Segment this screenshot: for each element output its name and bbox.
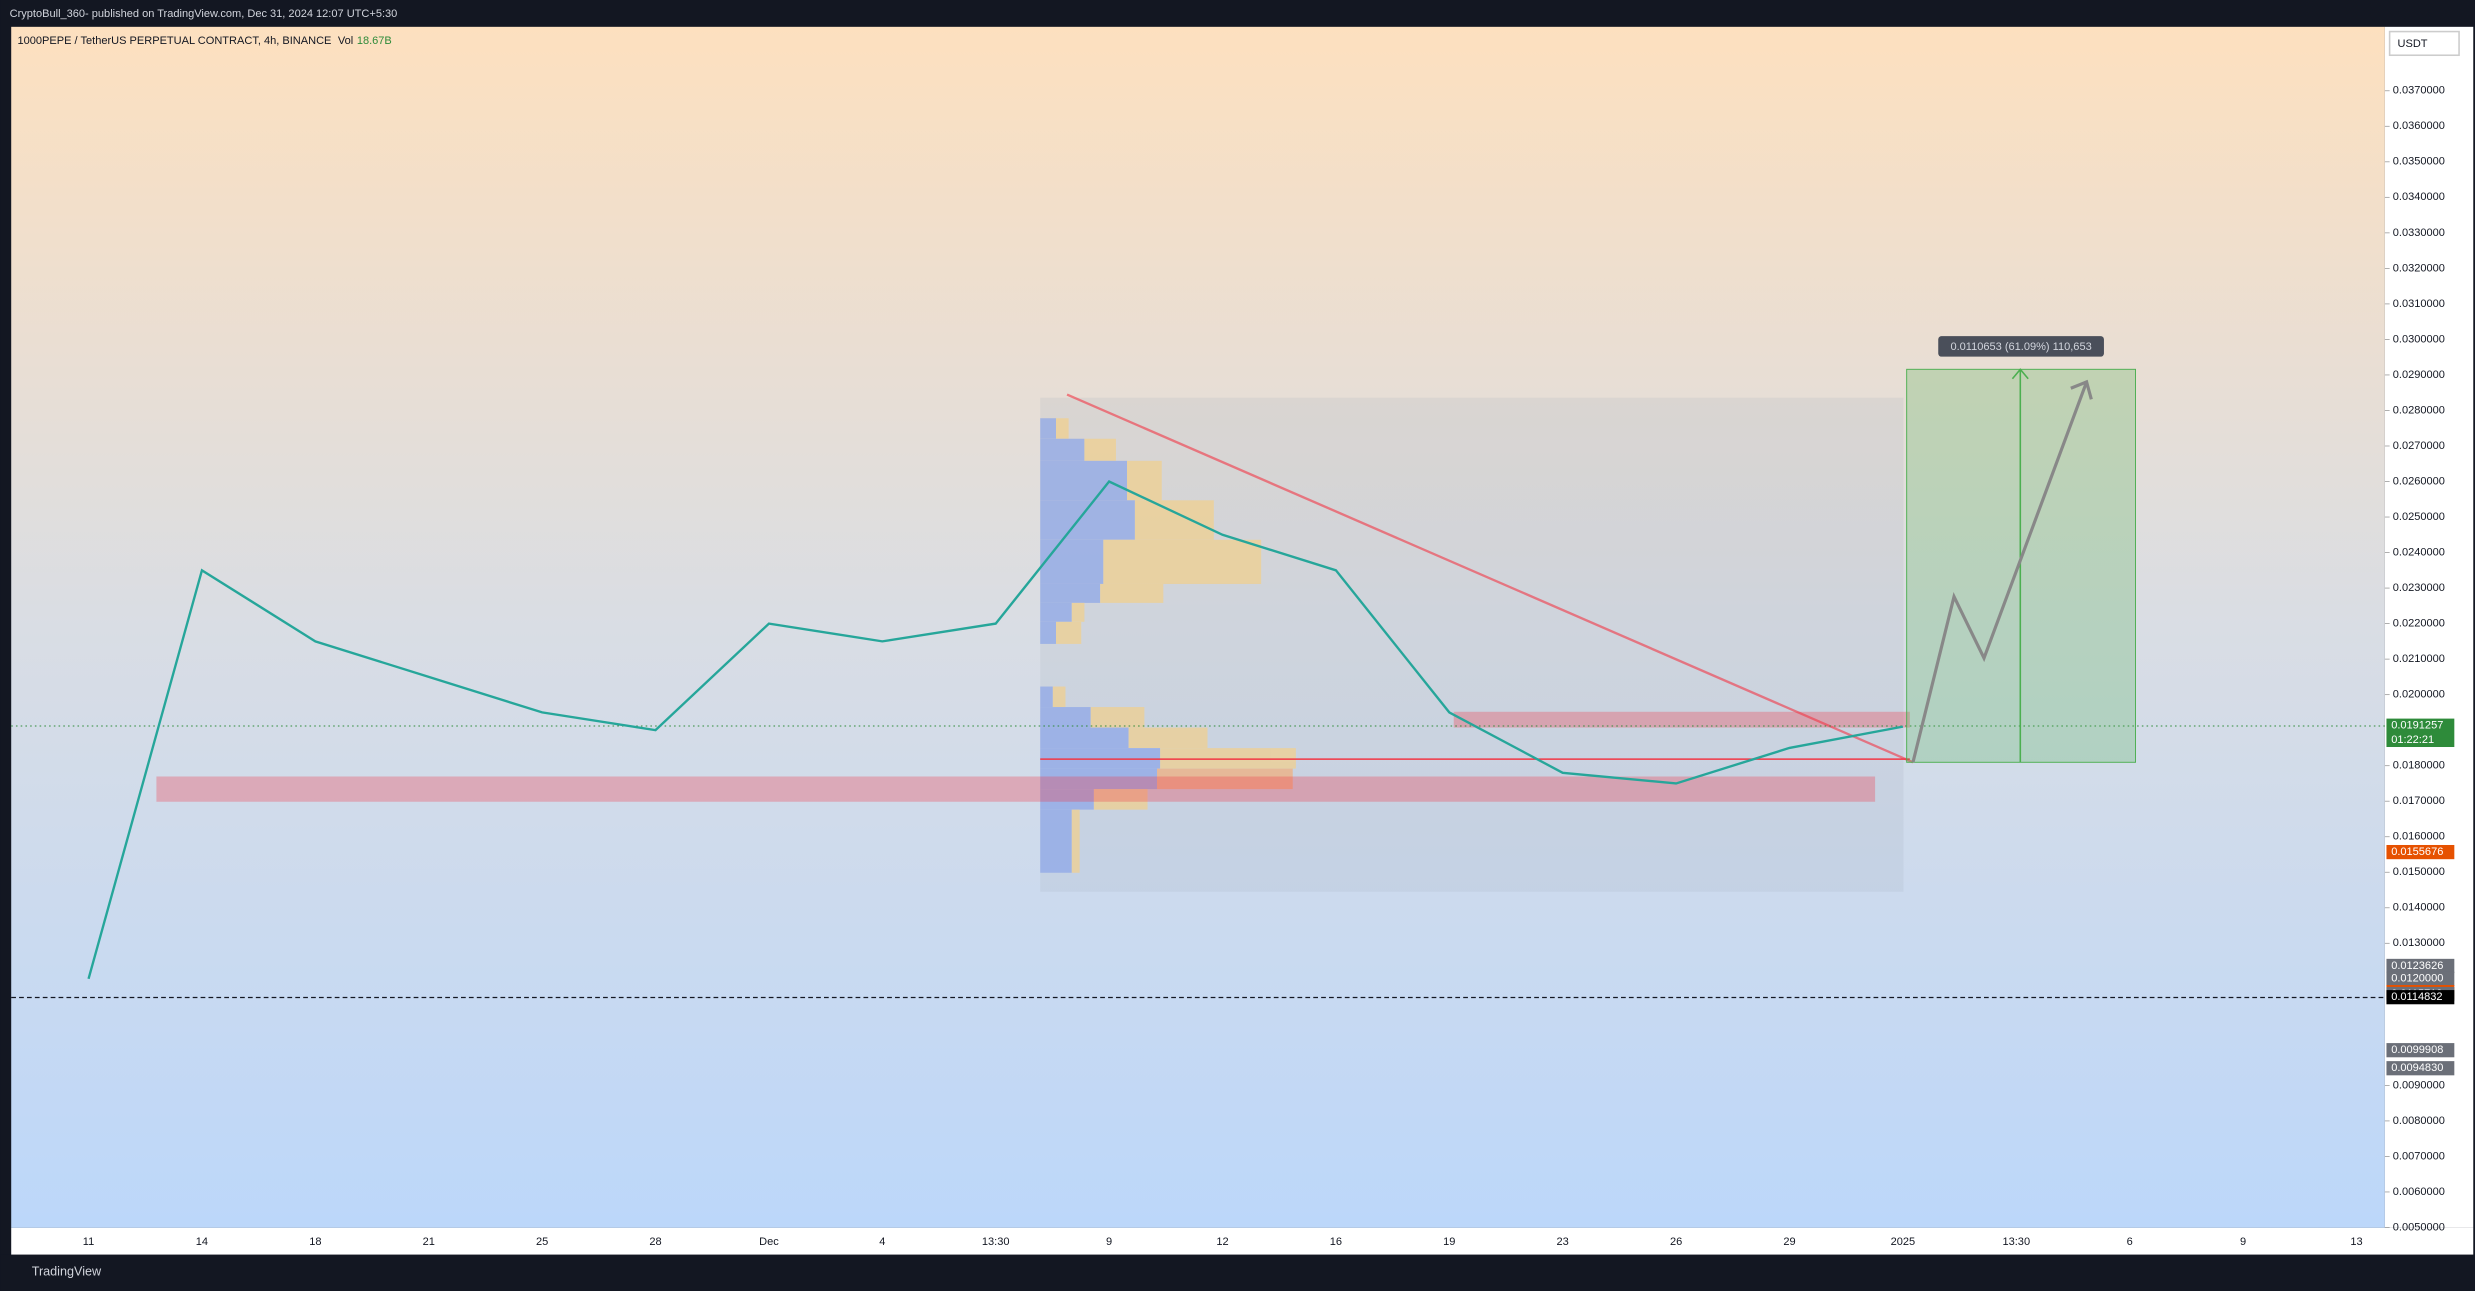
plot-area	[11, 26, 2385, 1228]
x-tick-label: 23	[1557, 1236, 1569, 1248]
x-tick-label: 28	[649, 1236, 661, 1248]
trendline	[1066, 393, 1914, 764]
footer-bar	[0, 1254, 2475, 1291]
price-axis	[2384, 26, 2474, 1228]
y-tick-label: 0.0240000	[2393, 546, 2445, 558]
y-tick-label: 0.0260000	[2393, 475, 2445, 487]
projection-head	[2070, 379, 2093, 400]
y-tick-label: 0.0350000	[2393, 156, 2445, 168]
x-tick-label: 11	[83, 1236, 94, 1248]
price-badge	[2386, 1043, 2455, 1058]
price-badge-sub: 01:22:21	[2391, 734, 2434, 746]
x-tick-label: 13:30	[982, 1236, 1010, 1248]
y-tick-label: 0.0130000	[2393, 937, 2445, 949]
y-tick-label: 0.0330000	[2393, 227, 2445, 239]
y-tick-label: 0.0080000	[2393, 1115, 2445, 1127]
price-badge	[2386, 1061, 2455, 1076]
y-tick-label: 0.0160000	[2393, 831, 2445, 843]
y-tick-label: 0.0340000	[2393, 191, 2445, 203]
y-tick-label: 0.0280000	[2393, 404, 2445, 416]
measure-label: 0.0110653 (61.09%) 110,653	[1950, 341, 2091, 353]
symbol: 1000PEPE / TetherUS PERPETUAL CONTRACT, …	[18, 35, 332, 47]
measure-box	[1938, 336, 2104, 357]
price-badge	[2386, 971, 2455, 986]
projection	[1911, 381, 2089, 763]
price-badge	[2386, 844, 2455, 860]
x-tick-label: 2025	[1891, 1236, 1916, 1248]
volume-profile	[1040, 418, 1296, 873]
x-tick-label: 14	[196, 1236, 208, 1248]
y-tick-label: 0.0290000	[2393, 369, 2445, 381]
x-tick-label: 4	[879, 1236, 885, 1248]
y-tick-label: 0.0050000	[2393, 1221, 2445, 1233]
price-badge-label: 0.0191257	[2391, 720, 2443, 732]
price-badge	[2386, 990, 2455, 1005]
y-tick-label: 0.0370000	[2393, 85, 2445, 97]
x-tick-label: 12	[1216, 1236, 1228, 1248]
x-tick-label: 26	[1670, 1236, 1682, 1248]
price-badge	[2386, 958, 2455, 974]
x-tick-label: 19	[1443, 1236, 1455, 1248]
vol-label: Vol	[338, 35, 353, 47]
x-tick-label: 16	[1330, 1236, 1342, 1248]
vol-value: 18.67B	[357, 35, 392, 47]
y-tick-label: 0.0200000	[2393, 689, 2445, 701]
y-tick-label: 0.0170000	[2393, 795, 2445, 807]
time-axis	[11, 1227, 2474, 1255]
x-tick-label: 29	[1783, 1236, 1795, 1248]
y-tick-label: 0.0060000	[2393, 1186, 2445, 1198]
y-tick-label: 0.0230000	[2393, 582, 2445, 594]
profile-area	[1040, 397, 1904, 892]
x-tick-label: 13	[2350, 1236, 2362, 1248]
published: CryptoBull_360- published on TradingView…	[10, 8, 398, 20]
x-tick-label: Dec	[759, 1236, 779, 1248]
support-zone	[156, 776, 1876, 802]
price-badge-label: 0.0123626	[2391, 960, 2443, 972]
y-tick-label: 0.0180000	[2393, 760, 2445, 772]
y-tick-label: 0.0070000	[2393, 1150, 2445, 1162]
price-badge-label: 0.0094830	[2391, 1062, 2443, 1074]
y-tick-label: 0.0140000	[2393, 902, 2445, 914]
currency-box	[2388, 30, 2460, 57]
resistance-zone	[1453, 711, 1910, 728]
y-tick-label: 0.0150000	[2393, 866, 2445, 878]
footer: TradingView	[32, 1264, 102, 1278]
y-tick-label: 0.0220000	[2393, 618, 2445, 630]
measure-arrow	[2011, 368, 2029, 380]
y-tick-label: 0.0090000	[2393, 1079, 2445, 1091]
x-tick-label: 21	[423, 1236, 435, 1248]
price-badge-label: 0.0120000	[2391, 973, 2443, 985]
x-tick-label: 9	[2240, 1236, 2246, 1248]
y-tick-label: 0.0300000	[2393, 333, 2445, 345]
price-badge-label: 0.0099908	[2391, 1044, 2443, 1056]
y-tick-label: 0.0250000	[2393, 511, 2445, 523]
y-tick-label: 0.0270000	[2393, 440, 2445, 452]
y-tick-label: 0.0210000	[2393, 653, 2445, 665]
x-tick-label: 6	[2127, 1236, 2133, 1248]
y-tick-label: 0.0320000	[2393, 262, 2445, 274]
price-badge-label: 0.0114832	[2391, 991, 2442, 1003]
x-tick-label: 25	[536, 1236, 548, 1248]
x-tick-label: 13:30	[2002, 1236, 2030, 1248]
price-line	[87, 480, 1904, 980]
currency: USDT	[2398, 38, 2428, 50]
x-tick-label: 9	[1106, 1236, 1112, 1248]
price-badge-label: 0.0155676	[2391, 846, 2443, 858]
price-badge	[2386, 718, 2455, 748]
y-tick-label: 0.0310000	[2393, 298, 2445, 310]
y-tick-label: 0.0360000	[2393, 120, 2445, 132]
x-tick-label: 18	[309, 1236, 321, 1248]
